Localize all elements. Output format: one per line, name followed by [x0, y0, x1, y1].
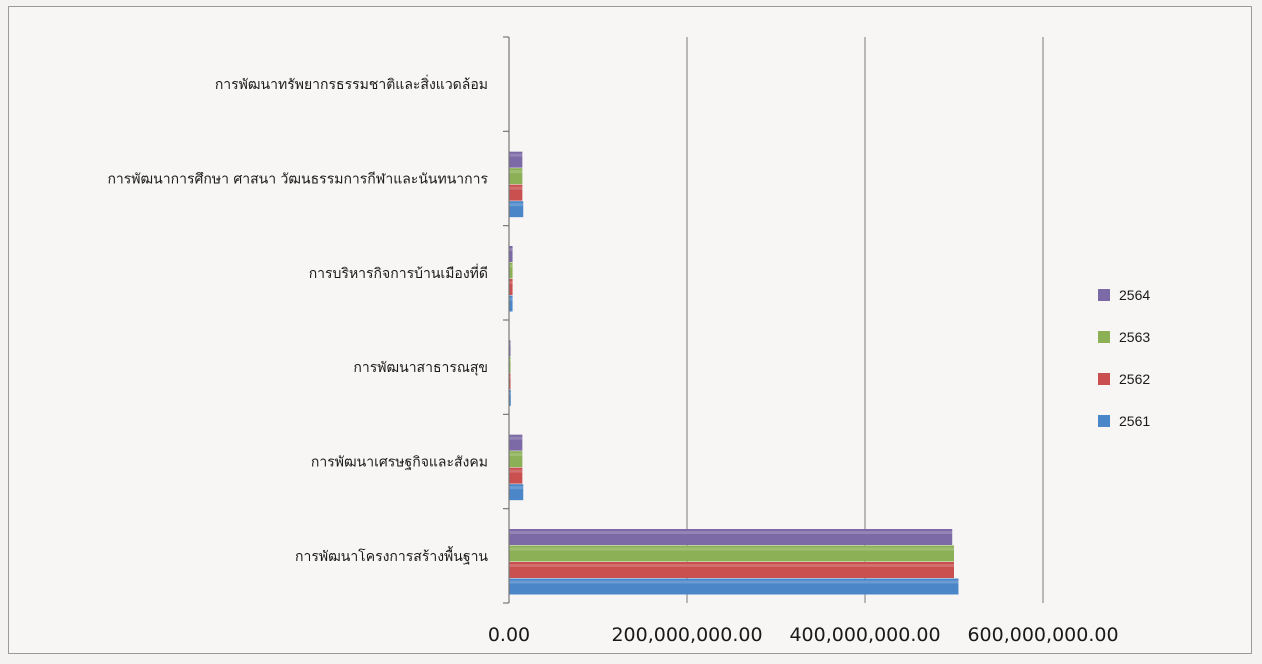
bar-2563	[509, 168, 523, 185]
bars	[509, 151, 959, 595]
category-label: การพัฒนาทรัพยากรธรรมชาติและสิ่งแวดล้อม	[215, 75, 488, 93]
axes	[503, 36, 510, 604]
bar-2564	[509, 246, 513, 262]
bar-highlight	[509, 531, 953, 534]
bar-2562	[509, 467, 523, 484]
bar-2562	[509, 562, 954, 578]
bar-highlight	[509, 203, 524, 207]
bar-highlight	[509, 436, 523, 440]
bar-2564	[509, 151, 523, 168]
bar-highlight	[509, 264, 513, 268]
bar-highlight	[509, 297, 513, 301]
bar-2561	[509, 295, 513, 312]
bar-2562	[509, 373, 511, 390]
x-tick-label: 600,000,000.00	[967, 624, 1118, 646]
legend-label-2563: 2563	[1119, 329, 1150, 345]
legend-label-2564: 2564	[1119, 287, 1150, 303]
legend-label-2562: 2562	[1119, 371, 1150, 387]
bar-2564	[509, 529, 953, 545]
x-tick-label: 0.00	[488, 624, 530, 646]
bar-2561	[509, 578, 959, 595]
category-label: การพัฒนาสาธารณสุข	[353, 360, 488, 376]
bar-2561	[509, 484, 524, 501]
bar-highlight	[509, 391, 511, 395]
x-tick-labels: 0.00 200,000,000.00 400,000,000.00 600,000,…	[488, 624, 1119, 646]
legend: 2564 2563 2562 2561	[1098, 287, 1150, 429]
bar-highlight	[509, 453, 523, 457]
legend-swatch-2563	[1098, 331, 1110, 343]
gridlines	[686, 37, 1044, 603]
bar-2564	[509, 434, 523, 451]
bar-2561	[509, 201, 524, 218]
bar-2563	[509, 356, 511, 373]
legend-swatch-2564	[1098, 289, 1110, 301]
bar-highlight	[509, 358, 511, 362]
x-tick-label: 200,000,000.00	[611, 624, 762, 646]
bar-2561	[509, 389, 511, 406]
bar-2562	[509, 279, 513, 295]
category-labels: การพัฒนาโครงการสร้างพื้นฐาน การพัฒนาเศรษฐ…	[107, 75, 488, 565]
bar-highlight	[509, 547, 954, 551]
legend-label-2561: 2561	[1119, 413, 1150, 429]
x-tick-label: 400,000,000.00	[789, 624, 940, 646]
legend-swatch-2561	[1098, 415, 1110, 427]
bar-2563	[509, 545, 954, 562]
bar-2562	[509, 184, 523, 201]
bar-highlight	[509, 170, 523, 174]
bar-highlight	[509, 469, 523, 473]
category-label: การบริหารกิจการบ้านเมืองที่ดี	[309, 264, 488, 282]
bar-highlight	[509, 248, 513, 251]
category-label: การพัฒนาโครงการสร้างพื้นฐาน	[295, 546, 488, 565]
bar-2563	[509, 451, 523, 468]
bar-2564	[509, 340, 511, 357]
category-label: การพัฒนาเศรษฐกิจและสังคม	[311, 455, 488, 471]
bar-highlight	[509, 486, 524, 490]
legend-swatch-2562	[1098, 373, 1110, 385]
bar-highlight	[509, 153, 523, 157]
bar-highlight	[509, 186, 523, 190]
bar-highlight	[509, 342, 511, 346]
bar-highlight	[509, 580, 959, 584]
category-label: การพัฒนาการศึกษา ศาสนา วัฒนธรรมการกีฬาแล…	[107, 172, 488, 188]
bar-highlight	[509, 281, 513, 284]
bar-2563	[509, 262, 513, 279]
bar-highlight	[509, 375, 511, 379]
bar-highlight	[509, 564, 954, 567]
